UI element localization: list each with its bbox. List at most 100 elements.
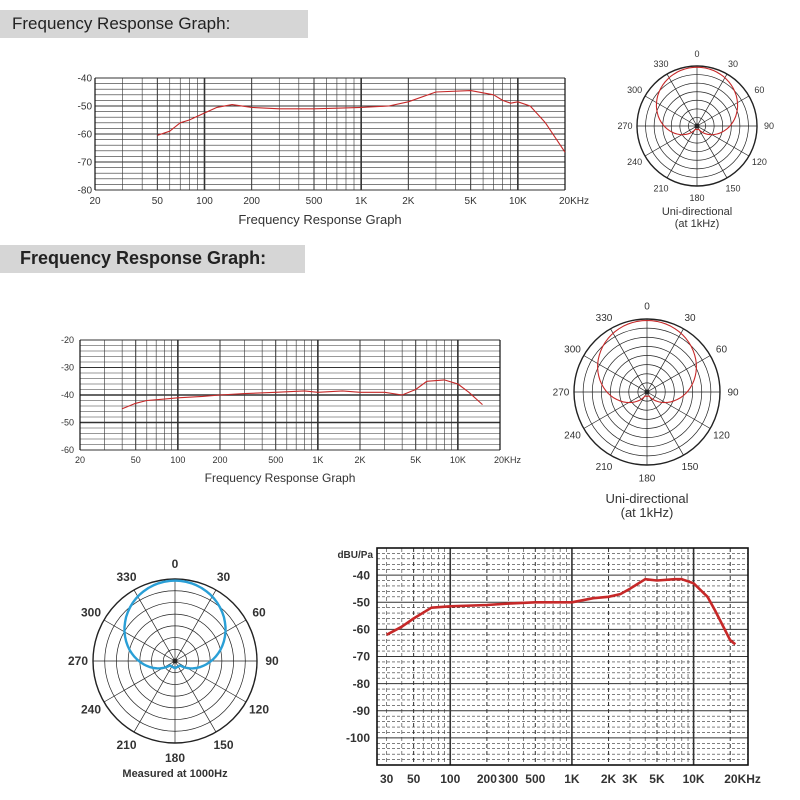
polar-center-dot bbox=[694, 123, 700, 129]
x-tick-label: 1K bbox=[355, 196, 368, 207]
polar-angle-label: 60 bbox=[754, 85, 764, 95]
x-tick-label: 1K bbox=[312, 455, 323, 465]
polar-angle-label: 30 bbox=[728, 59, 738, 69]
polar-angle-label: 270 bbox=[553, 388, 570, 399]
polar-spoke bbox=[644, 95, 698, 127]
polar-caption: Measured at 1000Hz bbox=[122, 768, 228, 780]
x-axis-title: Frequency Response Graph bbox=[238, 212, 401, 227]
polar-angle-label: 60 bbox=[252, 606, 266, 620]
x-tick-label: 5K bbox=[465, 196, 478, 207]
y-tick-label: -40 bbox=[78, 74, 93, 85]
polar-spoke bbox=[174, 660, 217, 733]
polar-spoke bbox=[646, 355, 711, 393]
x-tick-label: 2K bbox=[601, 772, 617, 786]
polar-caption: Uni-directional bbox=[605, 491, 688, 506]
polar-spoke bbox=[583, 355, 648, 393]
x-tick-label: 200 bbox=[477, 772, 497, 786]
polar-spoke bbox=[583, 391, 648, 429]
y-tick-label: -70 bbox=[78, 158, 93, 169]
polar-angle-label: 180 bbox=[689, 193, 704, 203]
polar-angle-label: 120 bbox=[249, 703, 269, 717]
polar-angle-label: 60 bbox=[716, 345, 728, 356]
polar-spoke bbox=[696, 125, 750, 157]
y-tick-label: -50 bbox=[78, 102, 93, 113]
polar-spoke bbox=[133, 660, 176, 733]
y-tick-label: -60 bbox=[353, 623, 371, 637]
y-tick-label: -80 bbox=[78, 186, 93, 197]
polar-spoke bbox=[666, 125, 698, 179]
chart-frame bbox=[376, 547, 749, 766]
polar-angle-label: 240 bbox=[81, 703, 101, 717]
polar-angle-label: 120 bbox=[713, 431, 730, 442]
x-tick-label: 500 bbox=[268, 455, 283, 465]
header-banner-top: Frequency Response Graph: bbox=[0, 10, 308, 38]
polar-angle-label: 180 bbox=[165, 751, 185, 765]
x-tick-label: 20 bbox=[75, 455, 85, 465]
polar-angle-label: 270 bbox=[617, 121, 632, 131]
polar-spoke bbox=[610, 328, 648, 393]
polar-angle-label: 150 bbox=[682, 462, 699, 473]
polar-angle-label: 300 bbox=[627, 85, 642, 95]
header-title-middle: Frequency Response Graph: bbox=[20, 248, 267, 268]
polar-angle-label: 0 bbox=[644, 302, 650, 313]
polar-angle-label: 90 bbox=[265, 654, 279, 668]
x-tick-label: 50 bbox=[152, 196, 164, 207]
polar-caption: (at 1kHz) bbox=[675, 218, 720, 230]
y-tick-label: -50 bbox=[353, 595, 371, 609]
x-tick-label: 1K bbox=[564, 772, 580, 786]
polar-center-dot bbox=[172, 658, 178, 664]
x-tick-label: 50 bbox=[131, 455, 141, 465]
x-tick-label: 30 bbox=[380, 772, 394, 786]
polar-spoke bbox=[610, 391, 648, 456]
y-tick-label: -100 bbox=[346, 731, 370, 745]
polar-angle-label: 330 bbox=[653, 59, 668, 69]
polar-angle-label: 240 bbox=[627, 157, 642, 167]
polar-angle-label: 90 bbox=[727, 388, 739, 399]
x-tick-label: 500 bbox=[525, 772, 545, 786]
polar-angle-label: 30 bbox=[684, 313, 696, 324]
x-tick-label: 20KHz bbox=[559, 196, 589, 207]
polar-angle-label: 210 bbox=[653, 184, 668, 194]
x-tick-label: 5K bbox=[410, 455, 421, 465]
polar-caption: Uni-directional bbox=[662, 206, 732, 218]
polar-spoke bbox=[666, 73, 698, 127]
polar-spoke bbox=[103, 619, 176, 662]
polar-pattern-curve bbox=[655, 66, 739, 136]
x-tick-label: 100 bbox=[170, 455, 185, 465]
y-tick-label: -20 bbox=[61, 335, 74, 345]
y-axis-title: dBU/Pa bbox=[337, 550, 373, 561]
polar-angle-label: 210 bbox=[116, 738, 136, 752]
polar-spoke bbox=[696, 95, 750, 127]
x-tick-label: 200 bbox=[243, 196, 260, 207]
polar-angle-label: 300 bbox=[81, 606, 101, 620]
x-tick-label: 2K bbox=[402, 196, 415, 207]
x-tick-label: 2K bbox=[354, 455, 365, 465]
header-banner-middle: Frequency Response Graph: bbox=[0, 245, 305, 273]
polar-angle-label: 330 bbox=[596, 313, 613, 324]
polar-angle-label: 180 bbox=[639, 474, 656, 485]
x-tick-label: 10K bbox=[450, 455, 466, 465]
y-tick-label: -60 bbox=[61, 445, 74, 455]
y-tick-label: -40 bbox=[353, 568, 371, 582]
polar-spoke bbox=[696, 125, 728, 179]
x-tick-label: 20 bbox=[89, 196, 101, 207]
polar-angle-label: 300 bbox=[564, 345, 581, 356]
polar-angle-label: 150 bbox=[725, 184, 740, 194]
polar-spoke bbox=[696, 73, 728, 127]
x-tick-label: 20KHz bbox=[494, 455, 522, 465]
polar-spoke bbox=[646, 391, 684, 456]
y-tick-label: -50 bbox=[61, 418, 74, 428]
x-tick-label: 20KHz bbox=[724, 772, 761, 786]
polar-pattern-curve bbox=[123, 579, 227, 670]
polar-angle-label: 240 bbox=[564, 431, 581, 442]
polar-angle-label: 270 bbox=[68, 654, 88, 668]
polar-angle-label: 150 bbox=[213, 738, 233, 752]
x-tick-label: 10K bbox=[683, 772, 705, 786]
response-curve bbox=[121, 379, 483, 410]
polar-angle-label: 330 bbox=[116, 570, 136, 584]
